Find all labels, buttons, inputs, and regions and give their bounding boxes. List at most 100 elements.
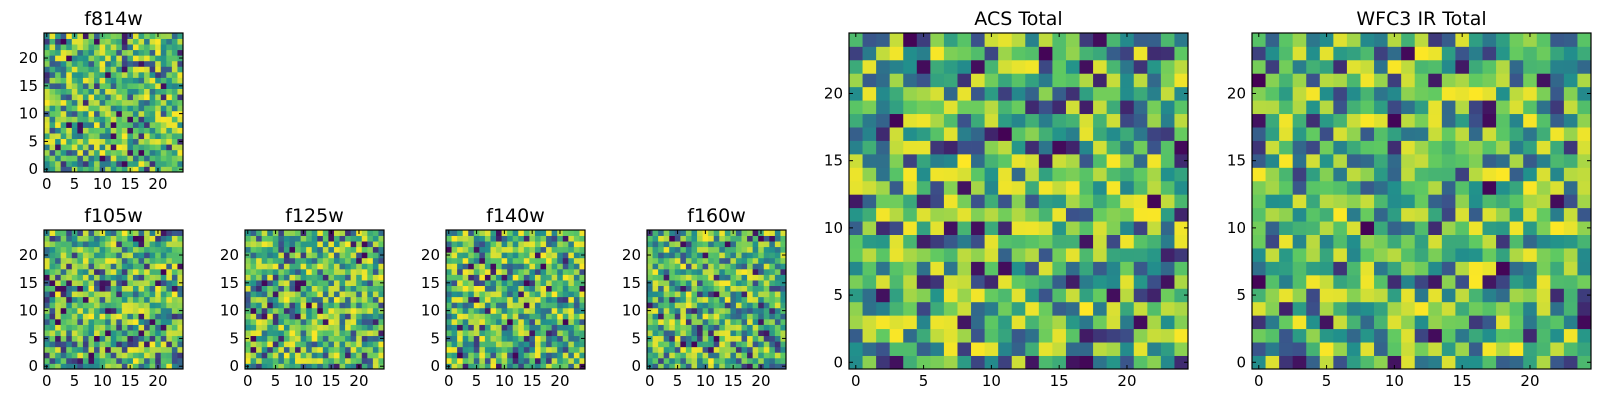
- heatmap-cell: [562, 291, 569, 298]
- y-tick-label: 20: [421, 246, 440, 264]
- heatmap-cell: [876, 180, 891, 195]
- heatmap-cell: [735, 280, 742, 286]
- heatmap-cell: [55, 144, 62, 151]
- heatmap-cell: [957, 288, 972, 303]
- heatmap-cell: [77, 363, 84, 370]
- heatmap-cell: [149, 352, 156, 359]
- heatmap-cell: [88, 230, 95, 236]
- heatmap-cell: [144, 252, 151, 259]
- heatmap-cell: [256, 230, 263, 236]
- x-tick-label: 10: [495, 372, 514, 390]
- heatmap-cell: [1160, 355, 1175, 370]
- heatmap-cell: [1147, 167, 1162, 182]
- heatmap-cell: [496, 241, 502, 248]
- heatmap-cell: [60, 144, 67, 151]
- heatmap-cell: [1279, 46, 1294, 61]
- heatmap-cell: [1093, 140, 1108, 155]
- heatmap-cell: [747, 274, 754, 281]
- heatmap-cell: [685, 235, 692, 242]
- heatmap-cell: [267, 363, 274, 370]
- heatmap-cell: [758, 346, 765, 353]
- heatmap-cell: [66, 230, 73, 236]
- heatmap-cell: [367, 230, 374, 236]
- heatmap-cell: [127, 66, 134, 73]
- heatmap-cell: [1174, 207, 1189, 222]
- heatmap-cell: [132, 71, 139, 78]
- heatmap-cell: [121, 166, 128, 173]
- x-tick-label: 20: [148, 175, 167, 193]
- heatmap-cell: [468, 296, 475, 303]
- heatmap-cell: [132, 83, 139, 89]
- heatmap-cell: [339, 363, 346, 370]
- heatmap-cell: [345, 230, 352, 236]
- heatmap-cell: [551, 357, 558, 364]
- heatmap-cell: [105, 307, 112, 314]
- x-tick-label: 5: [271, 372, 281, 390]
- heatmap-cell: [66, 235, 73, 242]
- heatmap-cell: [479, 285, 486, 292]
- heatmap-cell: [267, 346, 274, 353]
- heatmap-cell: [1428, 73, 1443, 88]
- heatmap-cell: [110, 166, 117, 173]
- heatmap-cell: [1147, 180, 1162, 195]
- heatmap-cell: [138, 280, 145, 286]
- heatmap-cell: [99, 121, 106, 128]
- heatmap-cell: [551, 230, 558, 236]
- heatmap-cell: [1306, 194, 1321, 209]
- heatmap-cell: [155, 99, 162, 106]
- heatmap-cell: [1482, 180, 1497, 195]
- heatmap-cell: [518, 324, 525, 331]
- y-tick-label: 5: [833, 286, 843, 304]
- heatmap-cell: [763, 246, 770, 253]
- heatmap-cell: [971, 46, 985, 61]
- heatmap-cell: [697, 357, 703, 364]
- heatmap-cell: [333, 352, 340, 359]
- heatmap-cell: [1468, 86, 1483, 101]
- heatmap-cell: [295, 346, 301, 353]
- heatmap-cell: [889, 261, 904, 276]
- heatmap-cell: [774, 285, 781, 292]
- heatmap-cell: [127, 241, 134, 248]
- heatmap-cell: [1563, 167, 1578, 182]
- heatmap-cell: [177, 71, 184, 78]
- heatmap-cell: [49, 274, 56, 281]
- heatmap-cell: [1120, 140, 1135, 155]
- heatmap-cell: [55, 302, 62, 309]
- heatmap-cell: [171, 330, 178, 337]
- heatmap-cell: [350, 263, 357, 270]
- heatmap-cell: [121, 83, 128, 89]
- heatmap-cell: [99, 66, 106, 73]
- heatmap-cell: [160, 55, 167, 62]
- heatmap-cell: [680, 324, 687, 331]
- heatmap-cell: [333, 307, 340, 314]
- x-tick-label: 15: [724, 372, 743, 390]
- heatmap-cell: [903, 221, 918, 235]
- heatmap-cell: [121, 49, 128, 56]
- heatmap-cell: [1523, 113, 1538, 128]
- heatmap-cell: [105, 324, 112, 331]
- heatmap-cell: [1011, 315, 1026, 330]
- heatmap-cell: [110, 133, 117, 140]
- heatmap-cell: [1550, 221, 1565, 235]
- heatmap-cell: [1160, 234, 1175, 249]
- heatmap-cell: [127, 55, 134, 62]
- heatmap-cell: [1536, 248, 1551, 262]
- heatmap-cell: [1360, 194, 1375, 209]
- heatmap-cell: [957, 46, 972, 61]
- heatmap-cell: [763, 363, 770, 370]
- heatmap-cell: [283, 363, 290, 370]
- heatmap-cell: [518, 352, 525, 359]
- heatmap-cell: [1174, 113, 1189, 128]
- heatmap-cell: [105, 66, 112, 73]
- heatmap-cell: [49, 285, 56, 292]
- heatmap-cell: [1414, 113, 1429, 128]
- heatmap-cell: [44, 330, 50, 337]
- heatmap-cell: [289, 302, 296, 309]
- heatmap-cell: [998, 73, 1013, 88]
- heatmap-cell: [132, 77, 139, 84]
- heatmap-cell: [300, 352, 307, 359]
- heatmap-cell: [1333, 207, 1348, 222]
- heatmap-cell: [105, 88, 112, 95]
- heatmap-cell: [484, 274, 491, 281]
- heatmap-cell: [1441, 274, 1456, 289]
